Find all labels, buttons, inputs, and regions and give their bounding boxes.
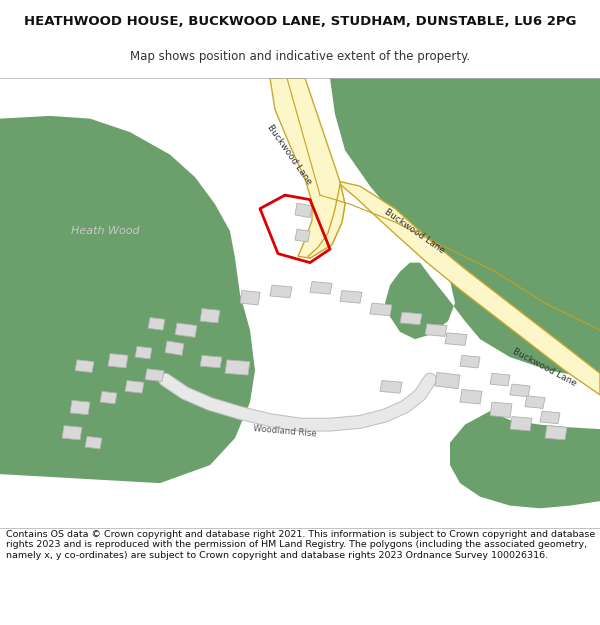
Polygon shape — [145, 369, 164, 381]
Polygon shape — [295, 203, 312, 217]
Polygon shape — [0, 152, 160, 312]
Polygon shape — [175, 323, 197, 338]
Polygon shape — [85, 436, 102, 449]
Polygon shape — [165, 341, 184, 356]
Polygon shape — [75, 360, 94, 372]
Polygon shape — [135, 346, 152, 359]
Polygon shape — [270, 285, 292, 298]
Text: Contains OS data © Crown copyright and database right 2021. This information is : Contains OS data © Crown copyright and d… — [6, 530, 595, 560]
Polygon shape — [148, 318, 165, 330]
Polygon shape — [0, 78, 255, 483]
Polygon shape — [450, 411, 600, 508]
Polygon shape — [490, 373, 510, 386]
Text: Buckwood Lane: Buckwood Lane — [512, 348, 578, 389]
Text: Heath Wood: Heath Wood — [71, 226, 139, 236]
Text: HEATHWOOD HOUSE, BUCKWOOD LANE, STUDHAM, DUNSTABLE, LU6 2PG: HEATHWOOD HOUSE, BUCKWOOD LANE, STUDHAM,… — [24, 16, 576, 28]
Polygon shape — [340, 291, 362, 303]
Polygon shape — [510, 384, 530, 397]
Polygon shape — [460, 356, 480, 368]
Polygon shape — [308, 182, 600, 395]
Polygon shape — [240, 291, 260, 305]
Polygon shape — [425, 324, 447, 336]
Polygon shape — [295, 229, 310, 242]
Polygon shape — [380, 381, 402, 393]
Polygon shape — [435, 372, 460, 389]
Polygon shape — [525, 396, 545, 408]
Polygon shape — [460, 389, 482, 404]
Polygon shape — [70, 401, 90, 415]
Polygon shape — [100, 391, 117, 404]
Text: Woodland Rise: Woodland Rise — [253, 424, 317, 438]
Polygon shape — [370, 303, 392, 316]
Text: Map shows position and indicative extent of the property.: Map shows position and indicative extent… — [130, 50, 470, 62]
Polygon shape — [62, 426, 82, 440]
Polygon shape — [200, 356, 222, 368]
Polygon shape — [510, 416, 532, 431]
Polygon shape — [545, 426, 567, 440]
Polygon shape — [270, 78, 345, 258]
Polygon shape — [445, 333, 467, 346]
Polygon shape — [490, 402, 512, 418]
Polygon shape — [225, 360, 250, 375]
Polygon shape — [200, 309, 220, 323]
Text: Buckwood Lane: Buckwood Lane — [265, 123, 313, 186]
Polygon shape — [310, 281, 332, 294]
Polygon shape — [108, 354, 128, 368]
Polygon shape — [540, 411, 560, 424]
Polygon shape — [330, 78, 600, 379]
Text: Buckwood Lane: Buckwood Lane — [383, 207, 446, 255]
Polygon shape — [400, 312, 422, 325]
Polygon shape — [125, 381, 144, 393]
